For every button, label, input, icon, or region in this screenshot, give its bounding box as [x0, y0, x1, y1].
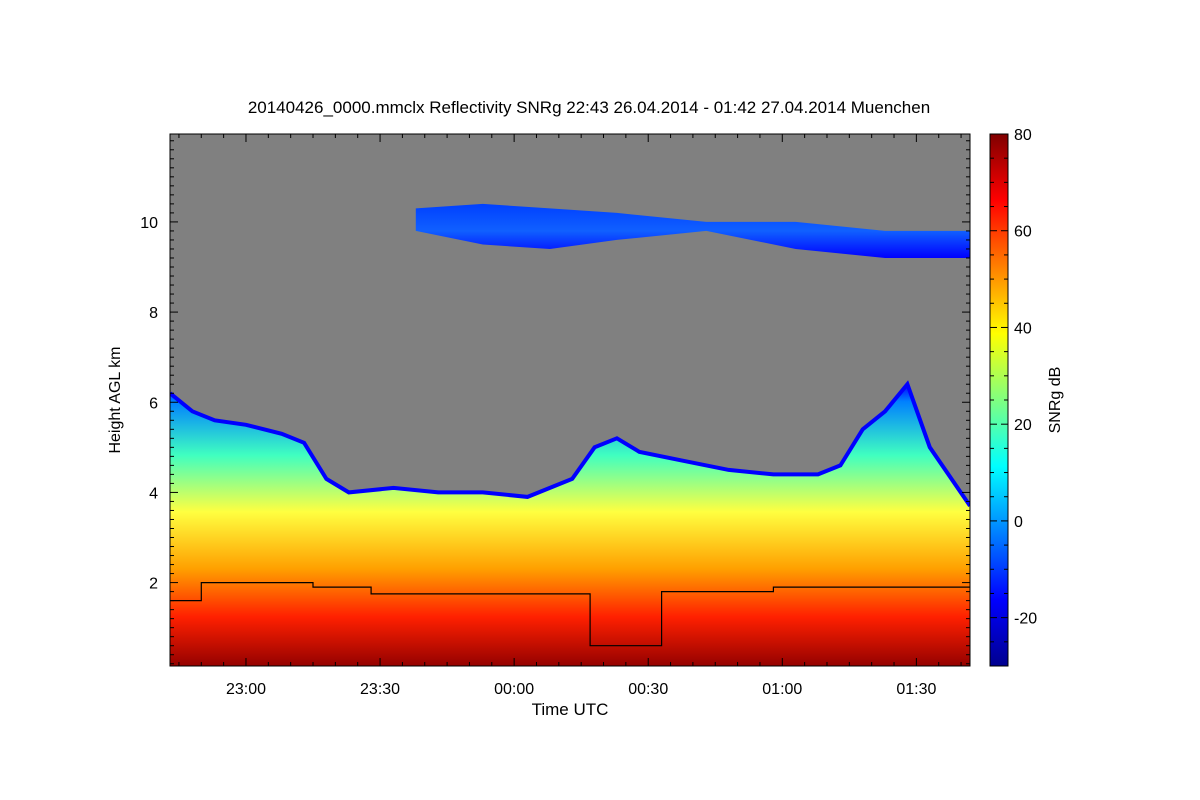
- boundary-overlay-line: [170, 582, 970, 647]
- colorbar-tick-label: 20: [1014, 417, 1032, 434]
- colorbar-tick-label: -20: [1014, 611, 1037, 628]
- x-axis-label: Time UTC: [532, 700, 609, 719]
- x-axis: 23:00 23:30 00:00 00:30 01:00 01:30: [178, 134, 962, 698]
- y-tick-label: 4: [149, 485, 158, 502]
- colorbar-tick-label: 0: [1014, 514, 1023, 531]
- x-tick-label: 01:00: [762, 681, 802, 698]
- y-tick-label: 8: [149, 305, 158, 322]
- x-tick-label: 00:00: [494, 681, 534, 698]
- plot-frame: [169, 133, 971, 667]
- x-tick-label: 01:30: [896, 681, 936, 698]
- precipitation-echo-area: [170, 384, 970, 666]
- x-tick-label: 23:30: [360, 681, 400, 698]
- colorbar-label: SNRg dB: [1047, 367, 1064, 434]
- chart-title: 20140426_0000.mmclx Reflectivity SNRg 22…: [248, 98, 930, 117]
- colorbar-tick-label: 40: [1014, 320, 1032, 337]
- colorbar-tick-label: 60: [1014, 224, 1032, 241]
- cirrus-echo-layer: [415, 203, 970, 258]
- y-tick-label: 2: [149, 576, 158, 593]
- colorbar: -20 0 20 40 60 80 SNRg dB: [989, 127, 1064, 667]
- colorbar-ticks: -20 0 20 40 60 80: [990, 127, 1037, 667]
- y-tick-label: 10: [140, 215, 158, 232]
- echo-top-edge: [170, 380, 970, 508]
- x-tick-label: 23:00: [226, 681, 266, 698]
- plot-area: [170, 134, 970, 666]
- colorbar-tick-label: 80: [1014, 127, 1032, 144]
- y-axis: 2 4 6 8 10: [140, 140, 970, 665]
- y-axis-label: Height AGL km: [107, 346, 124, 453]
- y-tick-label: 6: [149, 395, 158, 412]
- x-tick-label: 00:30: [628, 681, 668, 698]
